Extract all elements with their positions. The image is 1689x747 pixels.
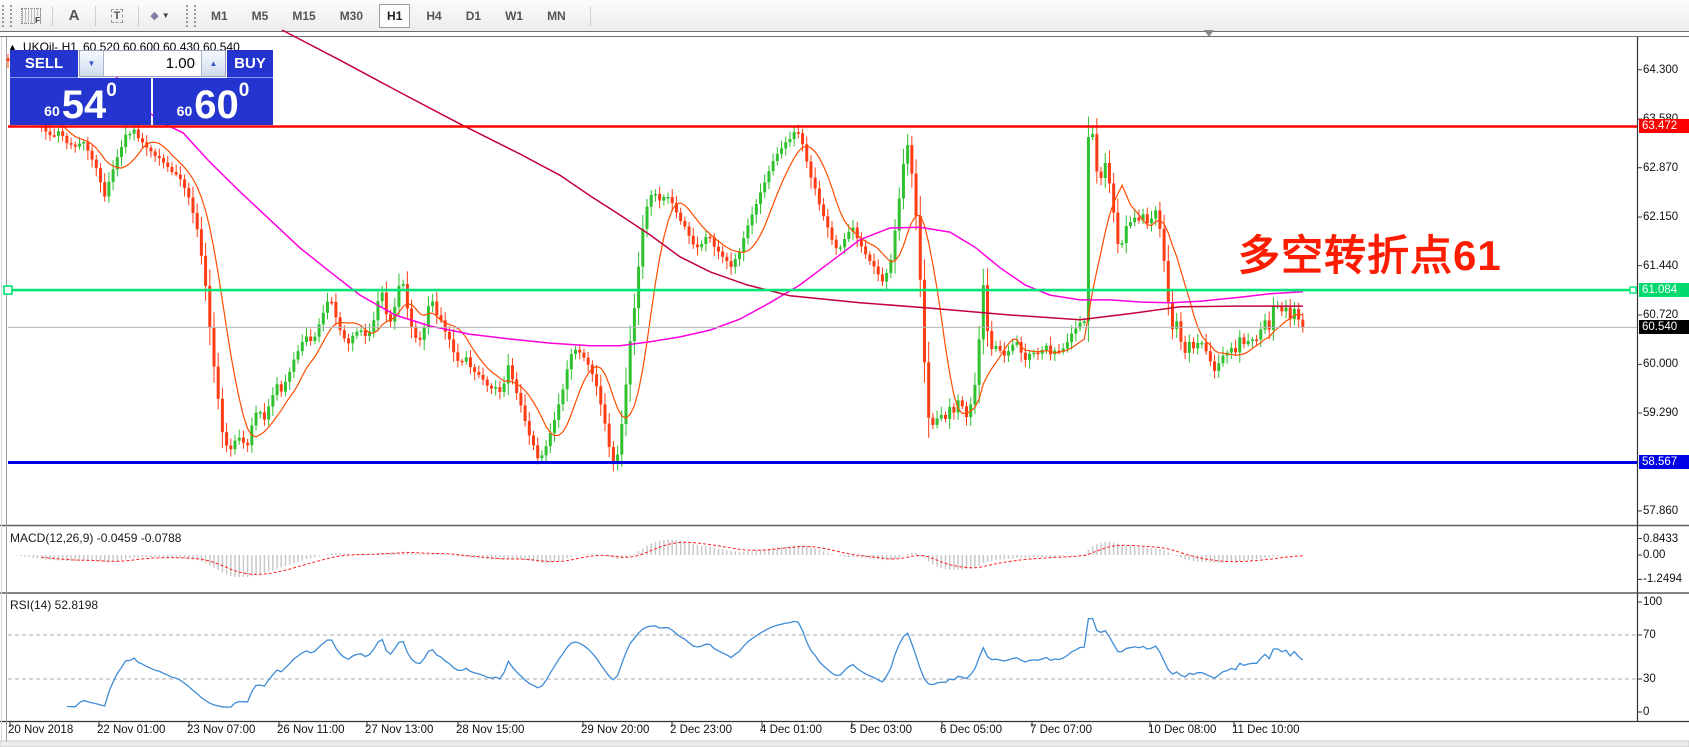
rsi-axis-label: 70 [1643,629,1656,641]
toolbar-separator [52,5,53,26]
time-axis-label: 27 Nov 13:00 [365,724,434,736]
tf-button-m5[interactable]: M5 [251,8,269,23]
time-axis-label: 20 Nov 2018 [8,724,74,736]
rsi-indicator-label: RSI(14) 52.8198 [10,598,99,612]
price-axis-label: 60.000 [1643,358,1679,371]
macd-indicator-label: MACD(12,26,9) -0.0459 -0.0788 [10,531,182,545]
sell-price-button[interactable]: 60 54 0 [10,78,151,125]
rsi-axis-label: 0 [1643,706,1650,718]
tf-button-w1[interactable]: W1 [505,8,524,23]
toolbar-drag-handle[interactable] [186,4,196,27]
toolbar-border [0,31,1689,37]
time-axis-label: 6 Dec 05:00 [940,724,1003,736]
price-axis-label: 64.300 [1643,63,1679,76]
volume-input[interactable] [104,51,201,76]
toolbar: F A T ◆ ▼ M1 M5 M15 M30 H1 H4 D1 W1 MN [0,0,1689,31]
macd-axis-label: 0.00 [1643,549,1666,561]
price-badge-bid: 60.540 [1639,320,1689,335]
macd-axis-label: -1.2494 [1643,573,1683,586]
buy-button[interactable]: BUY [227,50,273,78]
time-axis-label: 2 Dec 23:00 [670,724,733,736]
grid-f-icon[interactable]: F [18,3,44,29]
text-tool-icon[interactable]: T [104,3,130,29]
toolbar-separator [589,5,591,26]
tf-button-m1[interactable]: M1 [211,8,228,23]
trade-panel-top-row: SELL ▼ ▲ BUY [10,50,273,78]
time-axis-label: 28 Nov 15:00 [456,724,525,736]
price-axis-label: 57.860 [1643,504,1679,517]
chart-shift-marker-icon[interactable] [1204,30,1214,37]
time-axis-label: 23 Nov 07:00 [187,724,256,736]
time-axis-label: 26 Nov 11:00 [277,724,345,736]
collapse-arrow-icon[interactable]: ▲ [8,42,17,52]
price-badge-support: 58.567 [1639,455,1689,470]
volume-decrease-button[interactable]: ▼ [80,51,104,76]
price-axis-label: 62.150 [1643,211,1679,224]
tf-button-d1[interactable]: D1 [465,8,482,23]
time-axis-label: 4 Dec 01:00 [760,724,823,736]
arrows-tool-icon[interactable]: ◆ ▼ [150,10,170,22]
text-label-icon[interactable]: A [68,7,80,24]
price-axis-label: 61.440 [1643,259,1679,272]
time-axis-label: 11 Dec 10:00 [1232,724,1300,736]
buy-price-button[interactable]: 60 60 0 [153,78,273,125]
tf-button-h1[interactable]: H1 [379,3,411,28]
volume-increase-button[interactable]: ▲ [201,51,225,76]
chart-annotation-text: 多空转折点61 [1238,232,1502,279]
tf-button-h4[interactable]: H4 [426,8,442,23]
toolbar-drag-handle[interactable] [2,4,12,27]
tf-button-m30[interactable]: M30 [339,8,364,23]
price-axis-label: 60.720 [1643,309,1679,321]
time-axis-label: 10 Dec 08:00 [1148,724,1217,736]
price-badge-resistance: 63.472 [1639,119,1689,134]
time-axis-label: 22 Nov 01:00 [97,724,166,736]
rsi-axis-label: 30 [1643,673,1656,685]
volume-control: ▼ ▲ [79,50,226,77]
price-badge-pivot: 61.084 [1639,283,1689,298]
time-axis-label: 7 Dec 07:00 [1030,724,1093,736]
toolbar-separator [95,5,96,26]
time-axis-label: 5 Dec 03:00 [850,724,913,736]
tf-button-m15[interactable]: M15 [292,8,316,23]
toolbar-separator [138,5,139,26]
time-axis-label: 29 Nov 20:00 [581,724,650,736]
rsi-axis-label: 100 [1643,596,1663,608]
chevron-down-icon[interactable]: ▼ [161,11,170,20]
macd-axis-label: 0.8433 [1643,532,1679,545]
price-axis-label: 59.290 [1643,406,1679,419]
tf-button-mn[interactable]: MN [547,8,566,23]
price-axis-label: 62.870 [1643,161,1679,174]
sell-button[interactable]: SELL [10,50,78,78]
